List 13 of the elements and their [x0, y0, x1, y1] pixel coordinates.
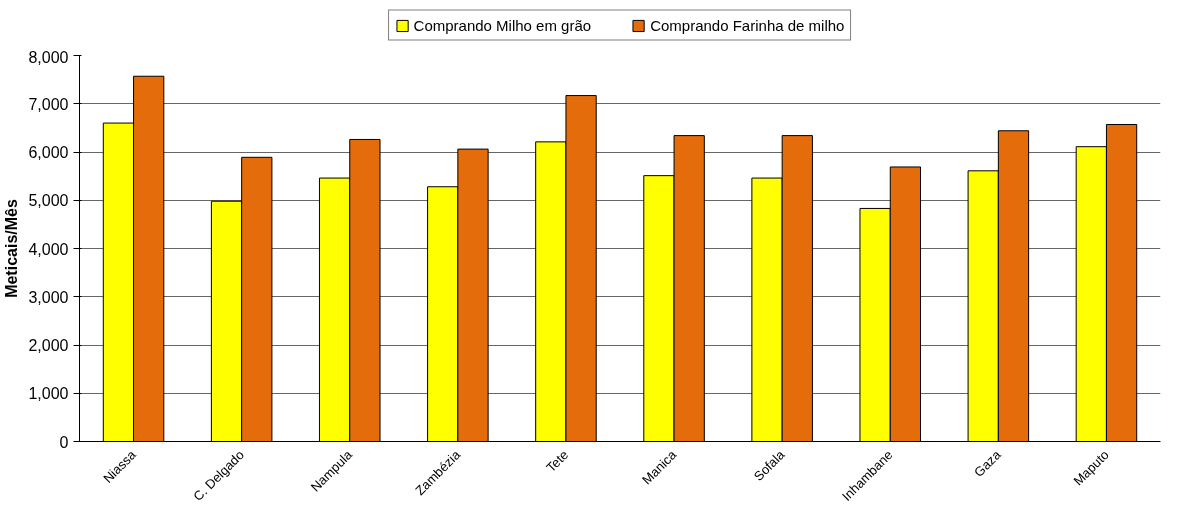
- y-tick-label: 6,000: [28, 144, 69, 161]
- legend-label: Comprando Milho em grão: [413, 16, 592, 34]
- y-tick-label: 4,000: [28, 240, 69, 258]
- y-tick-label: 7,000: [28, 95, 69, 113]
- y-tick-label: 0: [59, 433, 69, 451]
- y-tick-label: 3,000: [28, 288, 69, 306]
- legend-label: Comprando Farinha de milho: [650, 16, 845, 34]
- y-tick-label: 1,000: [28, 385, 69, 403]
- y-tick-label: 8,000: [28, 48, 69, 66]
- x-tick-label: Tete: [543, 447, 572, 476]
- y-tick-label: 5,000: [28, 192, 69, 210]
- y-tick-label: 2,000: [28, 337, 69, 354]
- y-axis-title: Meticais/Mês: [3, 199, 21, 298]
